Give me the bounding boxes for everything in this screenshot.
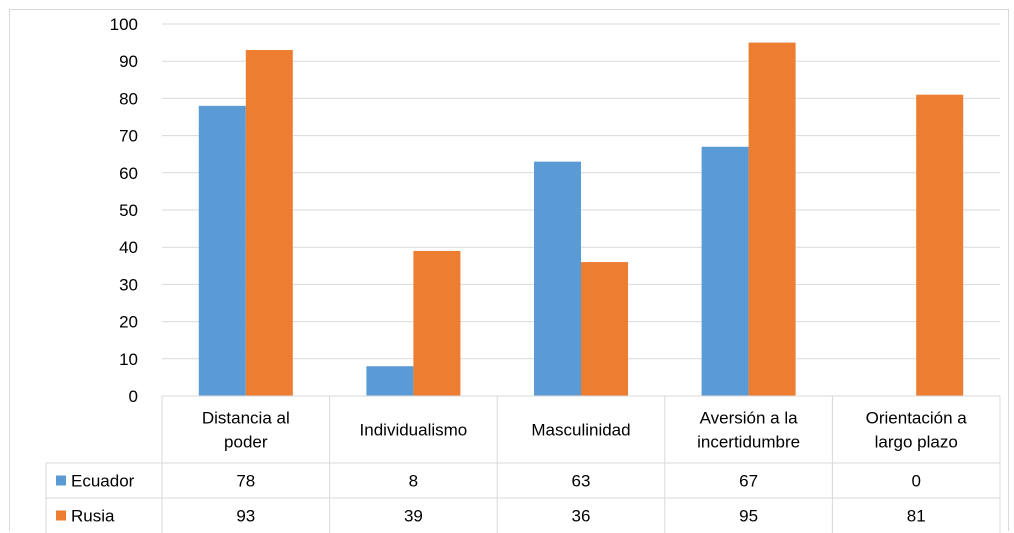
legend-swatch [56, 475, 66, 486]
x-category-label: Distancia al [202, 409, 290, 428]
data-table-value: 93 [236, 507, 255, 526]
y-tick-label: 70 [119, 127, 138, 146]
data-table-value: 8 [409, 472, 418, 491]
bar-ecuador [534, 161, 581, 396]
y-tick-label: 0 [129, 387, 138, 406]
x-category-label: incertidumbre [697, 433, 800, 452]
bar-rusia [916, 94, 964, 397]
y-tick-label: 10 [119, 350, 138, 369]
bar-ecuador [198, 105, 246, 396]
y-tick-label: 50 [119, 201, 138, 220]
x-category-label: Orientación a [866, 409, 968, 428]
x-category-label: Individualismo [360, 421, 468, 440]
y-tick-label: 80 [119, 89, 138, 108]
y-tick-label: 40 [119, 238, 138, 257]
data-table-value: 39 [404, 507, 423, 526]
data-table-value: 67 [739, 472, 758, 491]
y-tick-label: 30 [119, 275, 138, 294]
bar-ecuador [701, 146, 749, 396]
legend-label: Rusia [71, 507, 115, 526]
x-category-label: poder [224, 433, 268, 452]
y-tick-label: 20 [119, 313, 138, 332]
bar-rusia [748, 42, 796, 396]
data-table-value: 81 [907, 507, 926, 526]
bar-rusia [245, 50, 293, 396]
data-table-value: 95 [739, 507, 758, 526]
data-table-value: 36 [572, 507, 591, 526]
bar-rusia [581, 262, 628, 396]
x-category-label: Masculinidad [531, 421, 630, 440]
legend-label: Ecuador [71, 472, 135, 491]
x-category-label: Aversión a la [700, 409, 799, 428]
bar-rusia [413, 250, 461, 396]
data-table-value: 63 [572, 472, 591, 491]
legend-swatch [56, 510, 66, 521]
data-table-value: 78 [236, 472, 255, 491]
y-tick-label: 100 [110, 15, 138, 34]
y-tick-label: 90 [119, 52, 138, 71]
x-category-label: largo plazo [875, 433, 958, 452]
chart-frame [9, 9, 1009, 531]
bar-ecuador [366, 366, 414, 396]
y-tick-label: 60 [119, 164, 138, 183]
data-table-value: 0 [911, 472, 920, 491]
